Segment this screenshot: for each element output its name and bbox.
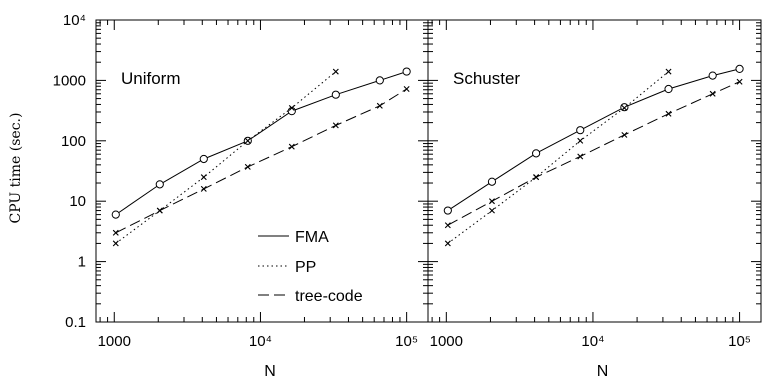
- y-tick-label: 1: [78, 254, 86, 271]
- legend: FMA PP tree-code: [258, 229, 363, 305]
- x-axis-label: N: [597, 363, 609, 380]
- data-point: [444, 207, 451, 214]
- data-point: [489, 199, 494, 204]
- data-point: [533, 150, 540, 157]
- data-point: [489, 208, 494, 213]
- data-point: [201, 186, 206, 191]
- y-tick-label: 0.1: [65, 314, 86, 331]
- data-point: [404, 86, 409, 91]
- data-point: [736, 65, 743, 72]
- y-tick-label: 10⁴: [63, 12, 86, 29]
- data-point: [333, 69, 338, 74]
- data-point: [403, 68, 410, 75]
- data-point: [333, 123, 338, 128]
- data-point: [156, 181, 163, 188]
- y-tick-label: 10: [69, 193, 86, 210]
- x-tick-label: 1000: [98, 333, 131, 350]
- series-line-fma: [116, 72, 407, 215]
- series-line-tree-code: [448, 82, 740, 226]
- series-line-fma: [448, 69, 740, 211]
- data-point: [578, 154, 583, 159]
- data-point: [113, 230, 118, 235]
- data-point: [245, 164, 250, 169]
- plot-frame: [96, 20, 428, 322]
- data-point: [112, 211, 119, 218]
- x-tick-label: 1000: [430, 333, 463, 350]
- series-line-pp: [116, 72, 336, 244]
- data-point: [710, 91, 715, 96]
- y-tick-label: 1000: [53, 72, 86, 89]
- data-point: [113, 241, 118, 246]
- data-point: [665, 85, 672, 92]
- axis-labels: 1000 10⁴ 10⁵ N Uniform 1000 10⁴ 10⁵ N Schuster 0.1…: [8, 12, 751, 380]
- data-point: [332, 91, 339, 98]
- data-point: [157, 208, 162, 213]
- data-point: [709, 72, 716, 79]
- panel-label: Schuster: [453, 69, 520, 88]
- data-point: [201, 175, 206, 180]
- y-axis-label: CPU time (sec.): [8, 113, 24, 224]
- legend-label: FMA: [295, 229, 329, 246]
- x-tick-label: 10⁴: [581, 333, 604, 350]
- legend-label: PP: [295, 259, 316, 276]
- x-tick-label: 10⁴: [249, 333, 272, 350]
- data-point: [445, 241, 450, 246]
- x-axis-label: N: [264, 363, 276, 380]
- plot-frames: [96, 20, 761, 322]
- legend-label: tree-code: [295, 288, 363, 305]
- x-tick-label: 10⁵: [395, 333, 418, 350]
- data-point: [376, 77, 383, 84]
- data-point: [666, 111, 671, 116]
- data-point: [737, 79, 742, 84]
- data-point: [200, 155, 207, 162]
- data-point: [666, 69, 671, 74]
- panel-label: Uniform: [121, 69, 181, 88]
- data-point: [289, 144, 294, 149]
- plot-frame: [428, 20, 761, 322]
- data-point: [578, 138, 583, 143]
- y-tick-label: 100: [61, 133, 86, 150]
- data-point: [377, 103, 382, 108]
- data-point: [488, 178, 495, 185]
- data-point: [534, 175, 539, 180]
- data-point: [622, 132, 627, 137]
- x-tick-label: 10⁵: [728, 333, 751, 350]
- data-point: [445, 223, 450, 228]
- data-point: [577, 127, 584, 134]
- series-line-pp: [448, 72, 669, 244]
